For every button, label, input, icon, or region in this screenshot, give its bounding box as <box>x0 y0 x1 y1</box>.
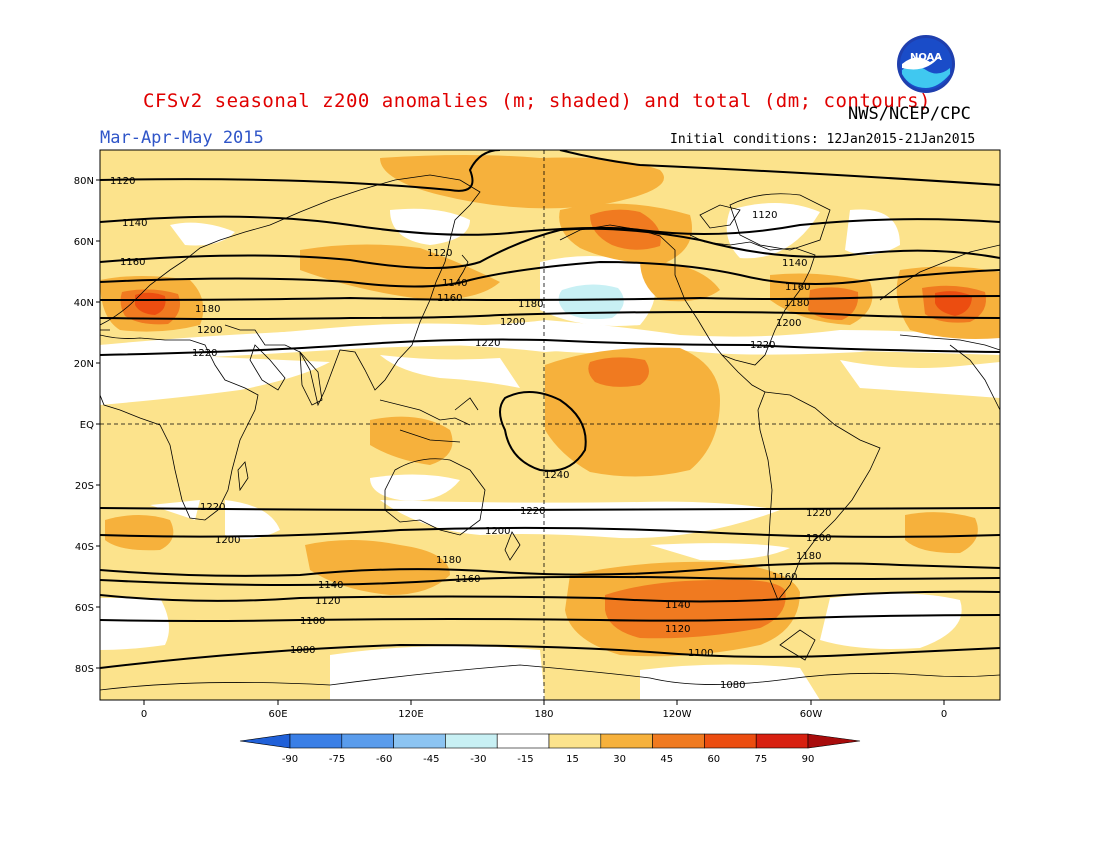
contour-label: 1220 <box>475 338 500 349</box>
lon-label: 120W <box>663 709 692 720</box>
lon-label: 60W <box>800 709 823 720</box>
lat-tick-labels: 80N 60N 40N 20N EQ 20S 40S 60S 80S <box>74 176 94 675</box>
lat-label: 80S <box>75 664 94 675</box>
chart-title: CFSv2 seasonal z200 anomalies (m; shaded… <box>143 90 931 112</box>
contour-label: 1220 <box>520 506 545 517</box>
contour-label: 1180 <box>436 555 461 566</box>
initial-conditions-label: Initial conditions: 12Jan2015-21Jan2015 <box>670 132 976 147</box>
contour-label: 1220 <box>200 502 225 513</box>
coastlines <box>100 174 1000 691</box>
plot-frame <box>99 149 1001 701</box>
colorbar-label: 30 <box>613 754 626 765</box>
colorbar-label: -90 <box>282 754 298 765</box>
period-label: Mar-Apr-May 2015 <box>100 128 264 148</box>
colorbar-label: 75 <box>755 754 768 765</box>
contour-label: 1080 <box>720 680 745 691</box>
colorbar-label: -75 <box>329 754 345 765</box>
lon-tick-labels: 0 60E 120E 180 120W 60W 0 <box>141 709 947 720</box>
colorbar-swatch <box>289 733 343 749</box>
lat-label: 20S <box>75 481 94 492</box>
noaa-logo: NOAA <box>897 35 955 93</box>
contour-label: 1120 <box>427 248 452 259</box>
colorbar-swatch <box>393 733 446 749</box>
contour-label: 1160 <box>772 572 797 583</box>
lat-label: 60S <box>75 603 94 614</box>
colorbar-swatch <box>496 733 550 749</box>
axis-ticks <box>96 179 945 705</box>
lon-label: 0 <box>141 709 147 720</box>
contour-label: 1220 <box>806 508 831 519</box>
colorbar-label: 60 <box>707 754 720 765</box>
colorbar: -90 -75 -60 -45 -30 -15 15 30 45 60 75 90 <box>239 733 861 765</box>
contour-label: 1140 <box>782 258 807 269</box>
negative-anomaly-region <box>558 284 624 320</box>
lat-label: 40S <box>75 542 94 553</box>
colorbar-arrow-left <box>239 733 291 749</box>
contour-label: 1220 <box>192 348 217 359</box>
contour-label: 1160 <box>120 257 145 268</box>
lat-label: EQ <box>80 420 94 431</box>
contour-label: 1200 <box>500 317 525 328</box>
contour-label: 1100 <box>300 616 325 627</box>
colorbar-swatch <box>704 733 757 749</box>
lon-label: 60E <box>268 709 287 720</box>
colorbar-swatch <box>755 733 809 749</box>
svg-text:NOAA: NOAA <box>910 52 942 63</box>
lon-label: 0 <box>941 709 947 720</box>
contour-label: 1160 <box>785 282 810 293</box>
contour-label: 1140 <box>318 580 343 591</box>
colorbar-label: 15 <box>566 754 579 765</box>
agency-label: NWS/NCEP/CPC <box>848 104 971 124</box>
colorbar-label: 45 <box>660 754 673 765</box>
contour-label: 1120 <box>752 210 777 221</box>
contour-label: 1140 <box>442 278 467 289</box>
contour-label: 1160 <box>455 574 480 585</box>
contour-label: 1120 <box>315 596 340 607</box>
contour-label: 1220 <box>750 340 775 351</box>
colorbar-swatch <box>548 733 602 749</box>
lon-label: 120E <box>398 709 423 720</box>
colorbar-swatch <box>445 733 498 749</box>
colorbar-label: -60 <box>376 754 392 765</box>
contour-label: 1200 <box>197 325 222 336</box>
contour-label: 1160 <box>437 293 462 304</box>
lat-label: 60N <box>74 237 94 248</box>
contour-label: 1180 <box>784 298 809 309</box>
contour-label: 1140 <box>122 218 147 229</box>
contour-label: 1180 <box>796 551 821 562</box>
contour-label: 1240 <box>544 470 569 481</box>
lon-label: 180 <box>534 709 553 720</box>
contour-labels: 1120 1140 1160 1120 1140 1160 1180 1200 … <box>110 176 831 691</box>
contour-label: 1120 <box>110 176 135 187</box>
contour-label: 1200 <box>215 535 240 546</box>
colorbar-swatch <box>341 733 394 749</box>
lat-label: 40N <box>74 298 94 309</box>
contour-label: 1080 <box>290 645 315 656</box>
colorbar-label: -45 <box>423 754 439 765</box>
contour-label: 1180 <box>518 299 543 310</box>
contour-label: 1200 <box>776 318 801 329</box>
colorbar-label: -15 <box>517 754 533 765</box>
colorbar-arrow-right <box>807 733 861 749</box>
contour-label: 1180 <box>195 304 220 315</box>
colorbar-swatch <box>652 733 705 749</box>
lat-label: 20N <box>74 359 94 370</box>
contour-label: 1100 <box>688 648 713 659</box>
height-contours <box>100 150 1000 669</box>
contour-label: 1200 <box>485 526 510 537</box>
contour-label: 1140 <box>665 600 690 611</box>
contour-label: 1120 <box>665 624 690 635</box>
colorbar-label: 90 <box>802 754 815 765</box>
contour-label: 1200 <box>806 533 831 544</box>
colorbar-label: -30 <box>470 754 486 765</box>
lat-label: 80N <box>74 176 94 187</box>
colorbar-swatch <box>600 733 653 749</box>
peak-anomaly-regions <box>135 291 972 316</box>
